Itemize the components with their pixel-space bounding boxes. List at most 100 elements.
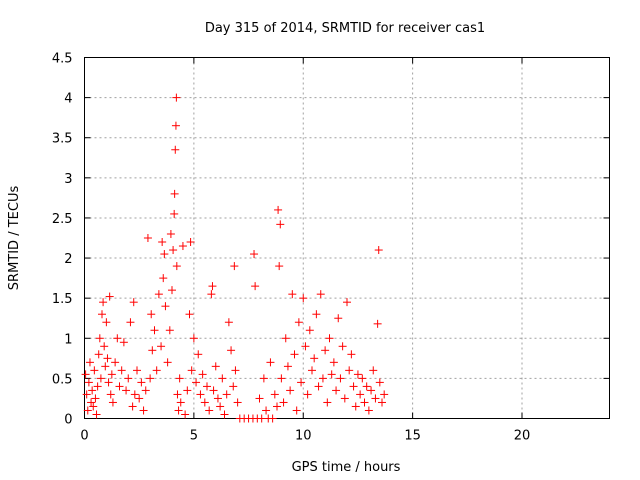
data-point	[129, 298, 138, 307]
data-point	[286, 386, 295, 395]
data-point	[364, 406, 373, 415]
data-point	[166, 229, 175, 238]
data-point	[321, 346, 330, 355]
data-point	[371, 394, 380, 403]
data-point	[176, 398, 185, 407]
data-point	[288, 290, 297, 299]
x-tick-label: 10	[295, 429, 312, 444]
plot-frame	[84, 57, 610, 419]
data-point	[161, 302, 170, 311]
data-point	[301, 342, 310, 351]
data-point	[89, 402, 98, 411]
data-point	[185, 310, 194, 319]
data-point	[318, 374, 327, 383]
data-point	[279, 398, 288, 407]
data-point	[305, 326, 314, 335]
y-axis-label: SRMTID / TECUs	[7, 186, 22, 291]
data-point	[122, 386, 131, 395]
y-tick-label: 0.5	[52, 372, 73, 387]
data-point	[81, 370, 90, 379]
data-point	[373, 319, 382, 328]
data-point	[128, 402, 137, 411]
data-point	[312, 310, 321, 319]
data-point	[380, 390, 389, 399]
data-point	[208, 282, 217, 291]
data-point	[111, 358, 120, 367]
data-point	[203, 382, 211, 391]
data-point	[360, 398, 369, 407]
data-point	[369, 366, 378, 375]
data-point	[211, 362, 220, 371]
data-point	[329, 358, 338, 367]
data-point	[358, 374, 367, 383]
data-point	[181, 410, 190, 419]
data-point	[255, 394, 264, 403]
x-axis-label: GPS time / hours	[292, 460, 401, 475]
data-point	[292, 406, 301, 415]
data-point	[275, 262, 284, 271]
data-point	[165, 326, 174, 335]
y-tick-label: 3	[64, 172, 72, 187]
y-tick-label: 4	[64, 92, 72, 107]
data-point	[362, 382, 371, 391]
data-point	[154, 290, 163, 299]
data-point	[218, 374, 227, 383]
data-point	[205, 406, 214, 415]
data-point	[290, 350, 299, 359]
y-tick-label: 2.5	[52, 212, 73, 227]
data-point	[332, 386, 341, 395]
data-point	[107, 370, 116, 379]
chart-title: Day 315 of 2014, SRMTID for receiver cas…	[205, 21, 485, 36]
data-point	[186, 238, 195, 247]
data-point	[133, 366, 141, 375]
data-point	[95, 334, 104, 343]
data-point	[277, 374, 286, 383]
data-point	[231, 366, 240, 375]
data-point	[171, 121, 180, 130]
data-point	[308, 366, 316, 375]
data-point	[297, 378, 306, 387]
data-point	[170, 209, 179, 218]
data-point	[104, 378, 113, 387]
data-point	[135, 394, 144, 403]
data-point	[159, 274, 168, 283]
data-point	[101, 362, 110, 371]
data-point	[323, 398, 332, 407]
data-point	[83, 406, 92, 415]
data-point	[262, 406, 271, 415]
data-point	[340, 394, 349, 403]
data-point	[251, 282, 260, 291]
data-point	[294, 318, 303, 327]
data-point	[196, 390, 205, 399]
data-point	[209, 386, 218, 395]
data-point	[150, 326, 159, 335]
data-point	[187, 366, 196, 375]
data-point	[98, 310, 106, 319]
data-point	[143, 234, 152, 242]
data-point	[141, 386, 150, 395]
data-point	[189, 334, 198, 343]
data-point	[92, 410, 101, 419]
data-point	[174, 406, 183, 415]
data-point	[347, 350, 356, 359]
data-point	[198, 370, 207, 379]
data-point	[148, 346, 157, 355]
data-point	[192, 378, 201, 387]
data-point	[310, 354, 319, 363]
y-tick-label: 2	[64, 252, 72, 267]
data-point	[276, 220, 285, 229]
data-point	[93, 382, 102, 391]
data-point	[91, 394, 100, 403]
data-point	[152, 366, 161, 375]
data-point	[334, 314, 343, 323]
data-point	[194, 350, 203, 359]
data-point	[157, 342, 166, 351]
data-point	[88, 386, 97, 395]
data-point	[345, 366, 354, 375]
data-point	[163, 358, 172, 367]
data-point	[173, 390, 182, 399]
points-layer	[81, 93, 389, 423]
data-point	[85, 358, 94, 367]
data-point	[169, 246, 178, 255]
